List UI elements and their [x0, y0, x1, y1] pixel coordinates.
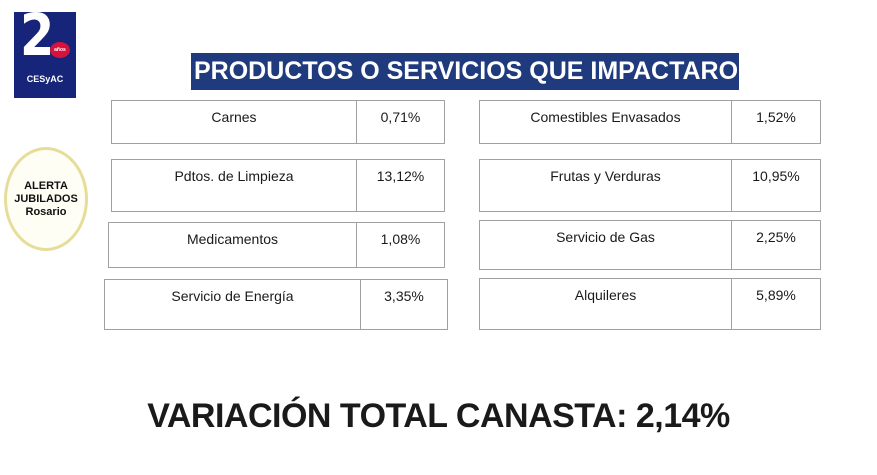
item-label: Servicio de Energía	[171, 288, 294, 304]
item-servicio-gas: Servicio de Gas 2,25%	[479, 220, 821, 270]
logo-org-name: CESyAC	[26, 74, 64, 84]
alerta-jubilados-badge: ALERTA JUBILADOS Rosario	[4, 147, 88, 251]
item-label: Servicio de Gas	[556, 229, 655, 245]
alert-line-3: Rosario	[25, 205, 67, 218]
logo-badge: años	[50, 42, 70, 58]
total-variation: VARIACIÓN TOTAL CANASTA: 2,14%	[147, 397, 730, 435]
alert-line-1: ALERTA	[24, 179, 68, 192]
item-value: 5,89%	[731, 279, 820, 329]
item-label: Alquileres	[574, 287, 637, 303]
item-frutas-verduras: Frutas y Verduras 10,95%	[479, 159, 821, 212]
item-value: 10,95%	[731, 160, 820, 211]
item-servicio-energia: Servicio de Energía 3,35%	[104, 279, 448, 330]
item-value: 2,25%	[731, 221, 820, 269]
item-label: Medicamentos	[186, 231, 279, 247]
item-value: 1,52%	[731, 101, 820, 143]
item-value: 13,12%	[356, 160, 444, 211]
item-value: 1,08%	[356, 223, 444, 267]
item-limpieza: Pdtos. de Limpieza 13,12%	[111, 159, 445, 212]
item-label: Comestibles Envasados	[530, 109, 681, 125]
item-medicamentos: Medicamentos 1,08%	[108, 222, 445, 268]
item-label: Frutas y Verduras	[550, 168, 661, 184]
logo-number: 2	[20, 12, 55, 69]
page-title: PRODUCTOS O SERVICIOS QUE IMPACTARON	[191, 53, 756, 90]
cesyac-logo: 2 años CESyAC	[14, 12, 76, 98]
item-alquileres: Alquileres 5,89%	[479, 278, 821, 330]
item-carnes: Carnes 0,71%	[111, 100, 445, 144]
item-value: 0,71%	[356, 101, 444, 143]
item-label: Carnes	[211, 109, 257, 125]
item-comestibles-envasados: Comestibles Envasados 1,52%	[479, 100, 821, 144]
item-label: Pdtos. de Limpieza	[174, 168, 294, 184]
item-value: 3,35%	[360, 280, 447, 329]
alert-line-2: JUBILADOS	[14, 192, 78, 205]
